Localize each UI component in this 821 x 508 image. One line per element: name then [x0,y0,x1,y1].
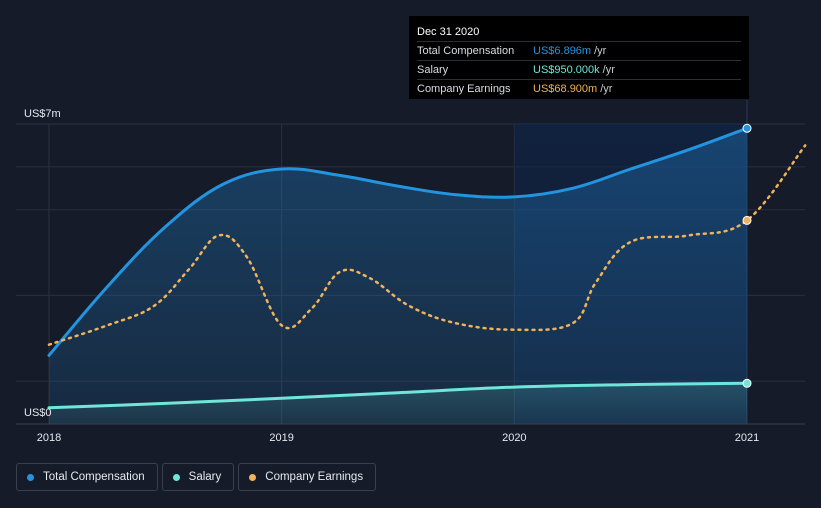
y-tick-label-max: US$7m [24,108,61,120]
tooltip-label: Salary [417,64,449,76]
tooltip-unit: /yr [602,64,615,76]
x-tick-label: 2021 [735,432,759,444]
legend-item-total-compensation[interactable]: Total Compensation [16,463,158,491]
tooltip-value: US$68.900m [533,83,598,95]
x-tick-label: 2018 [37,432,61,444]
legend-dot-icon [172,473,180,481]
chart-tooltip: Dec 31 2020 Total Compensation US$6.896m… [409,16,749,99]
total-compensation-line [47,126,749,357]
marker-company-earnings [742,215,752,225]
tooltip-row-total-compensation: Total Compensation US$6.896m /yr [417,41,741,60]
marker-total-compensation [742,123,752,133]
legend-item-salary[interactable]: Salary [161,463,235,491]
legend-item-company-earnings[interactable]: Company Earnings [238,463,377,491]
salary-area [49,383,747,424]
legend-dot-icon [249,473,257,481]
chart-legend: Total Compensation Salary Company Earnin… [16,463,377,491]
tooltip-row-company-earnings: Company Earnings US$68.900m /yr [417,79,741,98]
x-tick-label: 2020 [502,432,526,444]
tooltip-value: US$950.000k [533,64,600,76]
tooltip-unit: /yr [600,83,613,95]
tooltip-label: Company Earnings [417,83,511,95]
legend-dot-icon [27,473,34,481]
legend-label: Salary [188,471,222,483]
tooltip-date: Dec 31 2020 [417,26,480,38]
legend-label: Company Earnings [265,471,364,483]
tooltip-row-salary: Salary US$950.000k /yr [417,60,741,79]
tooltip-label: Total Compensation [417,45,515,57]
marker-salary [742,378,752,388]
y-tick-label-min: US$0 [24,407,52,419]
x-tick-label: 2019 [269,432,293,444]
tooltip-unit: /yr [594,45,607,57]
salary-line [47,381,749,410]
tooltip-value: US$6.896m [533,45,592,57]
company-earnings-line [47,144,807,346]
total-compensation-area [49,128,747,425]
legend-label: Total Compensation [43,471,145,483]
